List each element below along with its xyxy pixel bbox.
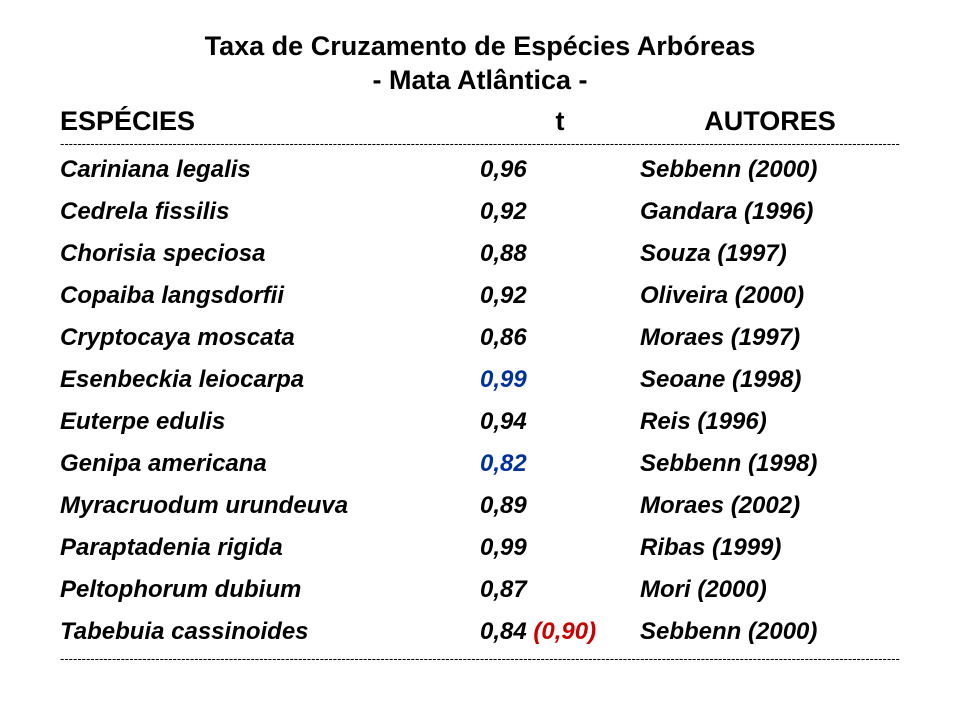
species-cell: Peltophorum dubium xyxy=(60,576,301,603)
table-body: Cariniana legalis 0,96 Sebbenn (2000) Cedre… xyxy=(60,156,900,646)
species-cell: Esenbeckia leiocarpa xyxy=(60,366,304,393)
table-row: Esenbeckia leiocarpa 0,99 Seoane (1998) xyxy=(60,366,900,394)
table-row: Tabebuia cassinoides 0,84 (0,90) Sebbenn (… xyxy=(60,618,900,646)
table-row: Cryptocaya moscata 0,86 Moraes (1997) xyxy=(60,324,900,352)
author-cell: Moraes (1997) xyxy=(640,324,800,351)
author-cell: Sebbenn (1998) xyxy=(640,450,817,477)
table-row: Cariniana legalis 0,96 Sebbenn (2000) xyxy=(60,156,900,184)
t-cell: 0,84 xyxy=(480,618,527,645)
species-cell: Cedrela fissilis xyxy=(60,198,229,225)
t-cell: 0,99 xyxy=(480,534,527,561)
author-cell: Mori (2000) xyxy=(640,576,767,603)
t-cell: 0,96 xyxy=(480,156,527,183)
author-cell: Sebbenn (2000) xyxy=(640,156,817,183)
table-row: Euterpe edulis 0,94 Reis (1996) xyxy=(60,408,900,436)
t-cell: 0,89 xyxy=(480,492,527,519)
divider-bottom: ----------------------------------------… xyxy=(60,652,900,665)
author-cell: Seoane (1998) xyxy=(640,366,801,393)
t-cell: 0,92 xyxy=(480,282,527,309)
author-cell: Souza (1997) xyxy=(640,240,787,267)
t-cell: 0,94 xyxy=(480,408,527,435)
author-cell: Oliveira (2000) xyxy=(640,282,804,309)
author-cell: Sebbenn (2000) xyxy=(640,618,817,645)
table-row: Myracruodum urundeuva 0,89 Moraes (2002) xyxy=(60,492,900,520)
species-cell: Chorisia speciosa xyxy=(60,240,265,267)
table-header-row: ESPÉCIES t AUTORES xyxy=(60,106,900,137)
species-cell: Paraptadenia rigida xyxy=(60,534,283,561)
species-cell: Cryptocaya moscata xyxy=(60,324,295,351)
t-cell: 0,99 xyxy=(480,366,527,393)
species-cell: Myracruodum urundeuva xyxy=(60,492,348,519)
title-line-2: - Mata Atlântica - xyxy=(60,64,900,98)
header-species: ESPÉCIES xyxy=(60,106,195,136)
title-line-1: Taxa de Cruzamento de Espécies Arbóreas xyxy=(60,30,900,64)
author-cell: Reis (1996) xyxy=(640,408,767,435)
table-row: Cedrela fissilis 0,92 Gandara (1996) xyxy=(60,198,900,226)
species-cell: Genipa americana xyxy=(60,450,267,477)
header-t: t xyxy=(556,106,565,136)
species-cell: Tabebuia cassinoides xyxy=(60,618,309,645)
table-row: Genipa americana 0,82 Sebbenn (1998) xyxy=(60,450,900,478)
author-cell: Moraes (2002) xyxy=(640,492,800,519)
species-cell: Copaiba langsdorfii xyxy=(60,282,284,309)
divider-top: ----------------------------------------… xyxy=(60,137,900,150)
species-cell: Euterpe edulis xyxy=(60,408,225,435)
title-block: Taxa de Cruzamento de Espécies Arbóreas … xyxy=(60,30,900,98)
t-cell: 0,88 xyxy=(480,240,527,267)
t-cell: 0,82 xyxy=(480,450,527,477)
t-cell: 0,92 xyxy=(480,198,527,225)
table-row: Copaiba langsdorfii 0,92 Oliveira (2000) xyxy=(60,282,900,310)
author-cell: Gandara (1996) xyxy=(640,198,813,225)
author-cell: Ribas (1999) xyxy=(640,534,781,561)
t-cell: 0,87 xyxy=(480,576,527,603)
table-row: Chorisia speciosa 0,88 Souza (1997) xyxy=(60,240,900,268)
page: Taxa de Cruzamento de Espécies Arbóreas … xyxy=(0,0,960,705)
t-extra-cell: (0,90) xyxy=(527,618,596,645)
table-row: Paraptadenia rigida 0,99 Ribas (1999) xyxy=(60,534,900,562)
table-row: Peltophorum dubium 0,87 Mori (2000) xyxy=(60,576,900,604)
t-cell: 0,86 xyxy=(480,324,527,351)
header-authors: AUTORES xyxy=(704,106,836,136)
species-cell: Cariniana legalis xyxy=(60,156,251,183)
